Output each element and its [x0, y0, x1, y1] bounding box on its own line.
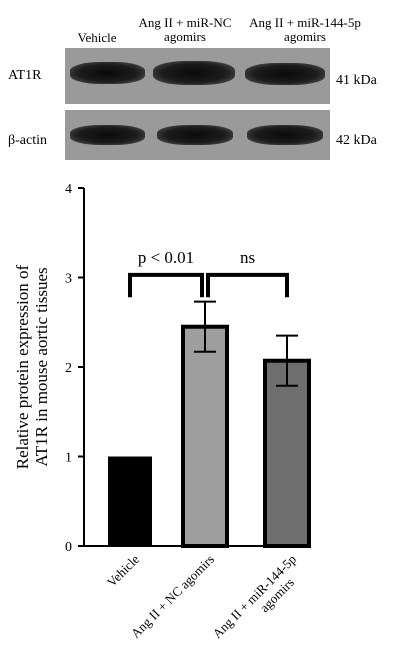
bar-0	[108, 456, 152, 546]
blot-panel-beta-actin	[65, 110, 330, 160]
y-tick-label: 2	[65, 361, 72, 376]
significance-bracket	[206, 272, 289, 298]
blot-row-size-beta-actin: 42 kDa	[336, 133, 377, 148]
band-at1r-vehicle	[70, 62, 145, 84]
lane-header-line: agomirs	[164, 29, 206, 44]
significance-label: ns	[240, 248, 255, 267]
x-tick-label: Vehicle	[104, 551, 142, 589]
x-tick-label: Ang II + miR-144-5pagomirs	[210, 552, 310, 652]
blot-row-size-at1r: 41 kDa	[336, 73, 377, 88]
band-actin-ang-mir144	[247, 125, 323, 145]
y-tick-label: 1	[65, 451, 72, 466]
x-tick-label: Ang II + NC agomirs	[128, 552, 217, 641]
blot-row-label-beta-actin: β-actin	[8, 133, 47, 148]
blot-panel-at1r	[65, 48, 330, 104]
lane-header-vehicle: Vehicle	[62, 31, 132, 45]
lane-header-ang-mir144: Ang II + miR-144-5p agomirs	[240, 16, 370, 44]
lane-header-ang-nc: Ang II + miR-NC agomirs	[125, 16, 245, 44]
lane-header-line: agomirs	[284, 29, 326, 44]
x-tick-label-line: Ang II + NC agomirs	[128, 552, 217, 641]
y-axis-label-line: Relative protein expression of	[13, 264, 32, 469]
blot-row-label-at1r: AT1R	[8, 68, 42, 83]
y-tick-label: 4	[65, 182, 72, 197]
lane-header-line: Ang II + miR-NC	[138, 15, 232, 30]
lane-header-line: Ang II + miR-144-5p	[249, 15, 361, 30]
y-axis-label: Relative protein expression ofAT1R in mo…	[13, 264, 51, 469]
y-tick-label: 0	[65, 540, 72, 555]
bar-1	[181, 324, 229, 548]
y-axis-label-line: AT1R in mouse aortic tissues	[32, 267, 51, 466]
x-tick-label-line: Vehicle	[104, 551, 142, 589]
significance-bracket	[128, 272, 204, 298]
band-at1r-ang-nc	[153, 61, 235, 85]
band-actin-ang-nc	[157, 125, 233, 145]
band-at1r-ang-mir144	[245, 63, 325, 85]
significance-label: p < 0.01	[138, 248, 194, 267]
y-tick-label: 3	[65, 272, 72, 287]
bar-2	[263, 358, 311, 548]
band-actin-vehicle	[70, 125, 145, 145]
lane-header-line: Vehicle	[77, 30, 117, 45]
